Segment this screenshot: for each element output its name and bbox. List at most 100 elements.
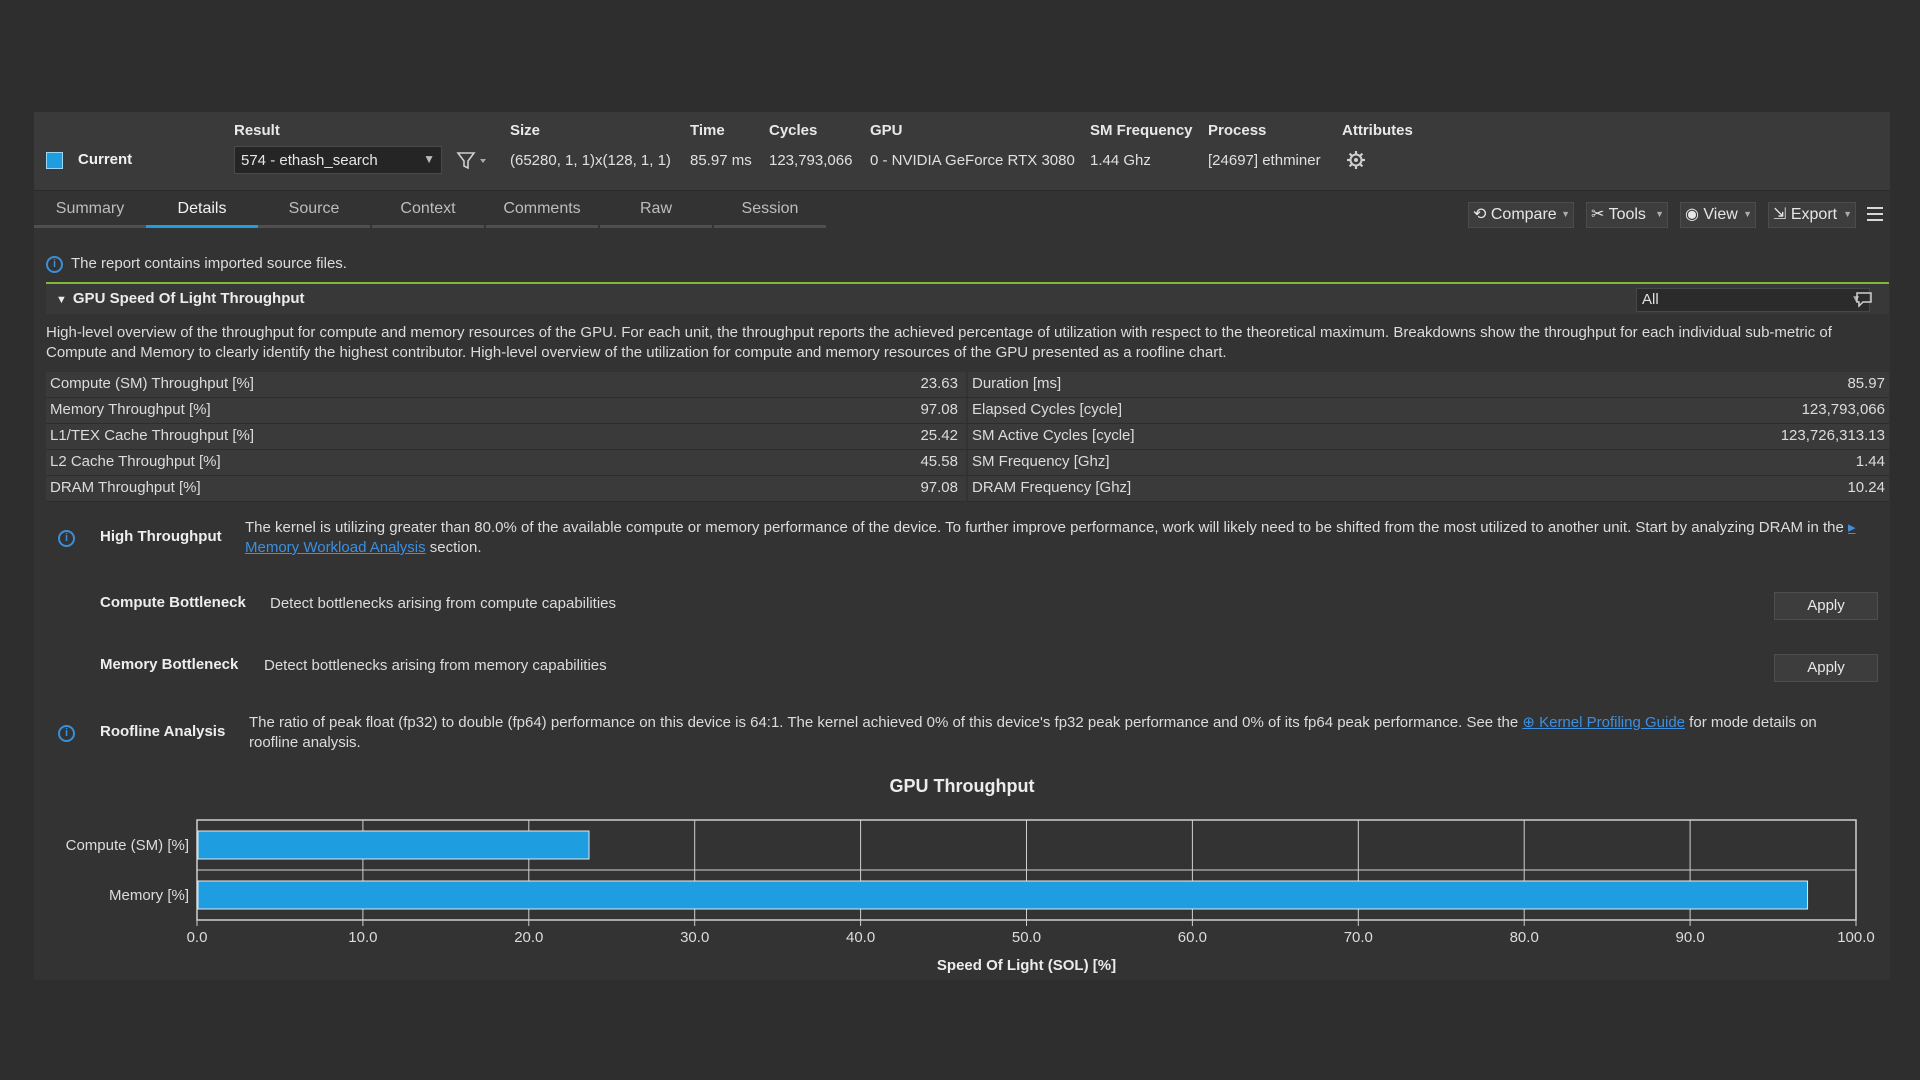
table-row: Compute (SM) Throughput [%] 23.63 Durati… xyxy=(46,372,1889,398)
metric-name: DRAM Throughput [%] xyxy=(46,476,966,501)
result-dropdown[interactable]: 574 - ethash_search ▼ xyxy=(234,146,442,174)
info-icon: i xyxy=(58,725,75,742)
filter-button[interactable] xyxy=(452,146,492,174)
comment-icon xyxy=(1856,292,1872,308)
comment-button[interactable] xyxy=(1854,290,1874,312)
x-tick-label: 80.0 xyxy=(1510,929,1539,946)
metric-name: SM Frequency [Ghz] xyxy=(968,450,1889,475)
x-tick-label: 100.0 xyxy=(1837,929,1875,946)
link-label: Memory Workload Analysis xyxy=(245,539,426,556)
section-header[interactable]: ▼ GPU Speed Of Light Throughput All ▼ xyxy=(46,284,1889,314)
x-tick-label: 40.0 xyxy=(846,929,875,946)
metric-value: 45.58 xyxy=(920,453,958,470)
sm-frequency-column-header: SM Frequency xyxy=(1090,122,1193,139)
rule-memory-bottleneck: Memory Bottleneck Detect bottlenecks ari… xyxy=(46,650,1889,686)
x-tick-label: 10.0 xyxy=(348,929,377,946)
tab-session[interactable]: Session xyxy=(714,192,826,228)
tab-raw[interactable]: Raw xyxy=(600,192,712,228)
tab-context[interactable]: Context xyxy=(372,192,484,228)
table-row: Memory Throughput [%] 97.08 Elapsed Cycl… xyxy=(46,398,1889,424)
tools-icon: ✂ xyxy=(1591,206,1605,223)
chevron-down-icon: ▼ xyxy=(1743,209,1752,219)
section-title-text: GPU Speed Of Light Throughput xyxy=(72,290,305,307)
gear-icon xyxy=(1347,151,1365,169)
current-label: Current xyxy=(78,151,133,168)
gpu-throughput-chart: 0.0 10.0 20.0 30.0 40.0 50.0 60.0 70.0 80.0 90.0 1… xyxy=(66,819,1875,974)
tab-comments[interactable]: Comments xyxy=(486,192,598,228)
filter-icon xyxy=(456,152,486,170)
metric-name: Duration [ms] xyxy=(968,372,1889,397)
rule-title: High Throughput xyxy=(100,528,222,545)
hamburger-menu-icon xyxy=(1867,207,1883,221)
metric-value: 10.24 xyxy=(1847,479,1885,496)
tools-label: Tools xyxy=(1608,206,1646,223)
notice-text: The report contains imported source file… xyxy=(71,255,347,272)
size-column-header: Size xyxy=(510,122,541,139)
tab-summary[interactable]: Summary xyxy=(34,192,146,228)
section-title[interactable]: ▼ GPU Speed Of Light Throughput xyxy=(56,290,305,307)
rule-text-after: for mode details on roofline analysis. xyxy=(249,714,1817,751)
link-label: Kernel Profiling Guide xyxy=(1539,714,1686,731)
compare-button[interactable]: ⟲ Compare ▼ xyxy=(1468,202,1574,228)
tab-details[interactable]: Details xyxy=(146,192,258,228)
metric-name: L1/TEX Cache Throughput [%] xyxy=(46,424,966,449)
chevron-down-icon: ▼ xyxy=(1843,209,1852,219)
section-description: High-level overview of the throughput fo… xyxy=(46,324,1832,361)
x-tick-label: 20.0 xyxy=(514,929,543,946)
section-body-filter-dropdown[interactable]: All ▼ xyxy=(1636,288,1870,312)
apply-compute-bottleneck-button[interactable]: Apply xyxy=(1774,592,1878,620)
metric-value: 1.44 xyxy=(1855,453,1885,470)
metric-value: 97.08 xyxy=(920,401,958,418)
rule-text: Detect bottlenecks arising from compute … xyxy=(270,595,616,612)
gpu-column-header: GPU xyxy=(870,122,903,139)
result-column-header: Result xyxy=(234,122,280,139)
chevron-down-icon: ▼ xyxy=(1561,209,1570,219)
info-icon: i xyxy=(58,530,75,547)
menu-button[interactable] xyxy=(1864,202,1886,226)
chevron-down-icon: ▼ xyxy=(1655,209,1664,219)
table-row: L2 Cache Throughput [%] 45.58 SM Frequen… xyxy=(46,450,1889,476)
metric-value: 97.08 xyxy=(920,479,958,496)
metric-name: Elapsed Cycles [cycle] xyxy=(968,398,1889,423)
apply-memory-bottleneck-button[interactable]: Apply xyxy=(1774,654,1878,682)
x-tick-label: 70.0 xyxy=(1344,929,1373,946)
cycles-column-header: Cycles xyxy=(769,122,818,139)
compare-label: Compare xyxy=(1490,206,1557,223)
metric-value: 25.42 xyxy=(920,427,958,444)
x-axis-label: Speed Of Light (SOL) [%] xyxy=(937,957,1116,974)
rule-text: Detect bottlenecks arising from memory c… xyxy=(264,657,607,674)
cycles-value: 123,793,066 xyxy=(769,152,853,169)
section-filter-value: All xyxy=(1642,291,1659,308)
tools-button[interactable]: ✂ Tools ▼ xyxy=(1586,202,1668,228)
metric-name: Memory Throughput [%] xyxy=(46,398,966,423)
time-value: 85.97 ms xyxy=(690,152,752,169)
kernel-profiling-guide-link[interactable]: ⊕ Kernel Profiling Guide xyxy=(1522,714,1686,731)
rule-high-throughput: i High Throughput The kernel is utilizin… xyxy=(46,518,1889,568)
current-color-swatch xyxy=(46,152,63,169)
memory-workload-analysis-link[interactable]: ▸ Memory Workload Analysis xyxy=(245,519,1856,556)
info-icon: i xyxy=(46,255,63,273)
view-button[interactable]: ◉ View ▼ xyxy=(1680,202,1756,228)
export-button[interactable]: ⇲ Export ▼ xyxy=(1768,202,1856,228)
rule-title: Memory Bottleneck xyxy=(100,656,239,673)
attributes-gear-button[interactable] xyxy=(1346,150,1366,174)
section-accent-line xyxy=(46,282,1889,284)
metric-name: Compute (SM) Throughput [%] xyxy=(46,372,966,397)
metric-value: 85.97 xyxy=(1847,375,1885,392)
time-column-header: Time xyxy=(690,122,725,139)
metric-name: SM Active Cycles [cycle] xyxy=(968,424,1889,449)
metric-value: 23.63 xyxy=(920,375,958,392)
x-tick-label: 50.0 xyxy=(1012,929,1041,946)
table-row: DRAM Throughput [%] 97.08 DRAM Frequency… xyxy=(46,476,1889,502)
export-label: Export xyxy=(1790,206,1838,223)
tab-source[interactable]: Source xyxy=(258,192,370,228)
metric-value: 123,793,066 xyxy=(1801,401,1885,418)
bar xyxy=(197,880,1809,910)
result-header: Current Result 574 - ethash_search ▼ Siz… xyxy=(34,112,1890,191)
table-row: L1/TEX Cache Throughput [%] 25.42 SM Act… xyxy=(46,424,1889,450)
result-dropdown-value: 574 - ethash_search xyxy=(241,152,378,169)
size-value: (65280, 1, 1)x(128, 1, 1) xyxy=(510,152,671,169)
chevron-down-icon: ▼ xyxy=(1851,294,1861,305)
view-label: View xyxy=(1703,206,1738,223)
rule-text: The ratio of peak float (fp32) to double… xyxy=(249,713,1869,753)
